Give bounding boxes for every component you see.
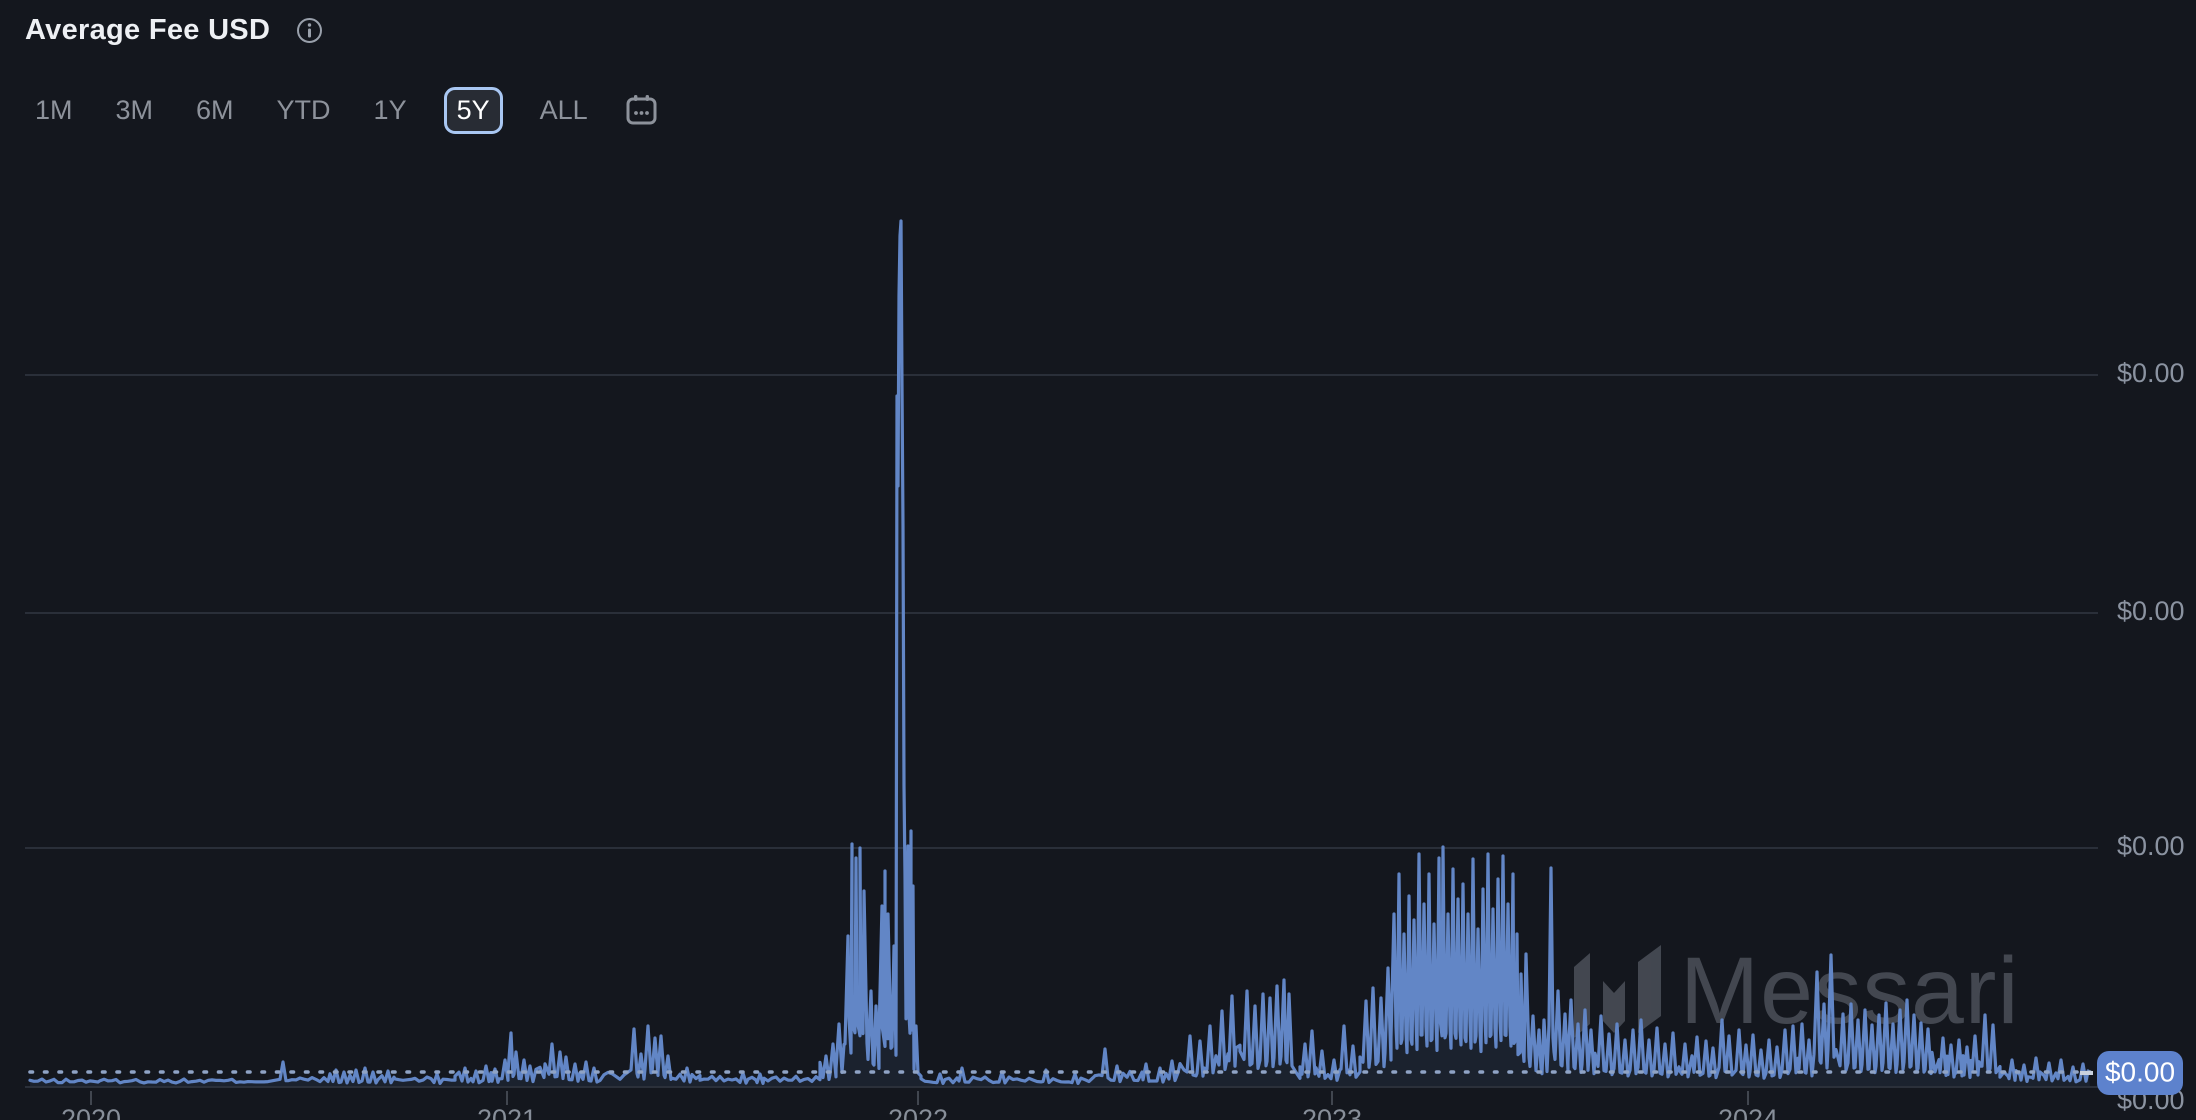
series-group [28,219,2090,1086]
y-axis-labels: $0.00 $0.00 $0.00 $0.00 [2117,358,2185,1115]
x-axis-label: 2022 [888,1104,948,1120]
range-button-5y[interactable]: 5Y [443,87,503,134]
badge-background [2097,1051,2183,1095]
range-toolbar: 1M 3M 6M YTD 1Y 5Y ALL [29,87,658,134]
y-axis-label: $0.00 [2117,358,2185,388]
x-axis-label: 2021 [477,1104,537,1120]
badge-value: $0.00 [2105,1056,2175,1087]
range-button-3m[interactable]: 3M [110,93,160,128]
page-title: Average Fee USD [25,14,271,46]
messari-logo-icon [1574,945,1661,1038]
calendar-button[interactable] [625,93,658,129]
fee-line [28,219,2090,1085]
chart-header: Average Fee USD [25,14,323,47]
x-axis-labels: 2020 2021 2022 2023 2024 [61,1104,1778,1120]
range-button-1m[interactable]: 1M [29,93,79,128]
current-value-badge: $0.00 [2080,1051,2183,1095]
info-icon[interactable] [296,17,323,44]
range-button-1y[interactable]: 1Y [368,93,413,128]
y-axis-label: $0.00 [2117,831,2185,861]
tick-group [90,1091,1749,1105]
calendar-icon [626,94,657,124]
x-axis-label: 2024 [1718,1104,1778,1120]
gridlines [25,374,2098,849]
x-axis-label: 2020 [61,1104,121,1120]
range-button-all[interactable]: ALL [534,93,594,128]
y-axis-label: $0.00 [2117,596,2185,626]
range-button-6m[interactable]: 6M [190,93,240,128]
x-axis-label: 2023 [1302,1104,1362,1120]
range-button-ytd[interactable]: YTD [271,93,337,128]
